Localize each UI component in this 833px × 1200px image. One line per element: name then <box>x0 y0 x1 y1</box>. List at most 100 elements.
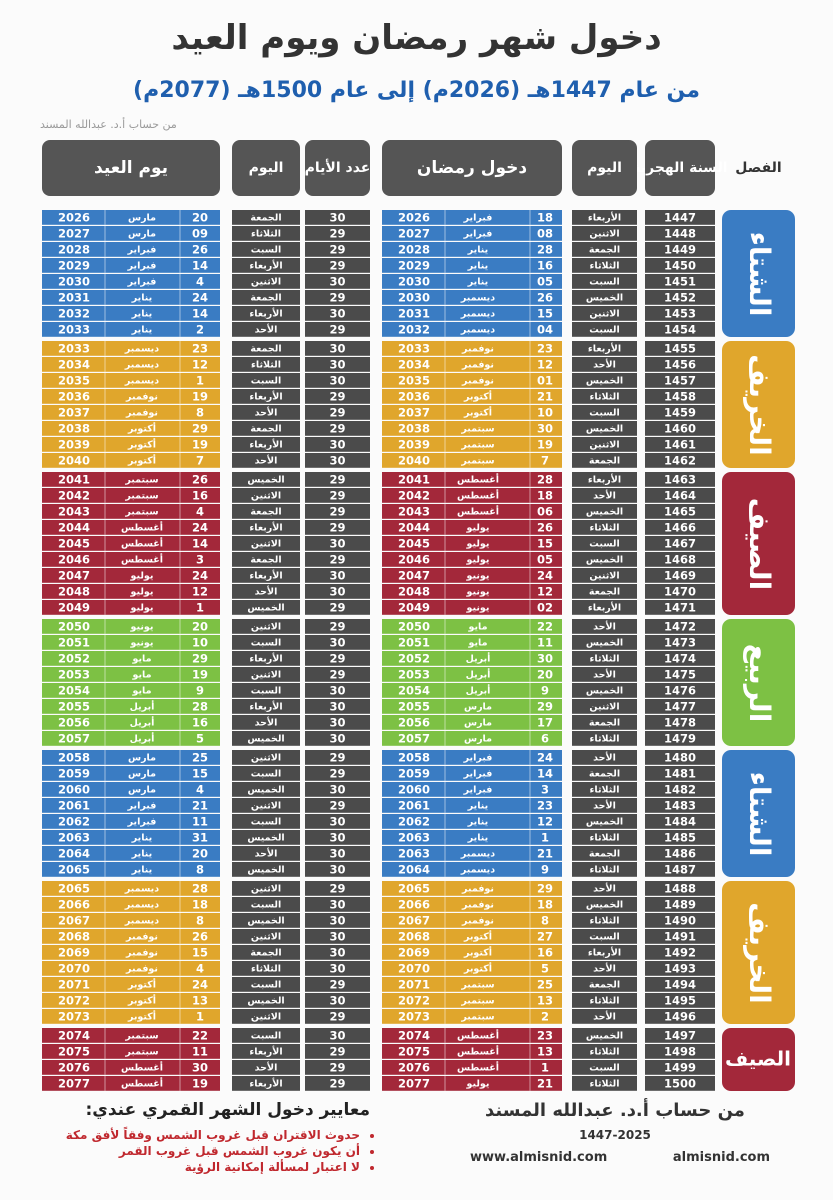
cell-text: 2 <box>541 1010 549 1024</box>
cell <box>305 242 370 257</box>
ramadan-cell <box>382 830 562 845</box>
cell-text: 4 <box>196 783 204 797</box>
cell-text: 24 <box>192 521 208 535</box>
cell-text: 2052 <box>398 652 430 666</box>
cell-text: 2056 <box>58 716 90 730</box>
cell <box>572 536 637 551</box>
cell-text: 1464 <box>664 489 696 503</box>
cell-text: سبتمبر <box>124 491 158 502</box>
cell <box>572 1076 637 1091</box>
cell-text: يوليو <box>130 587 154 598</box>
website[interactable]: www.almisnid.com <box>470 1150 608 1165</box>
table-row: 1498 الثلاثاء 13 أغسطس 2075 29 الأربعاء 11 سبتمب… <box>42 1044 715 1059</box>
cell-text: 30 <box>329 684 345 698</box>
cell-text: 2035 <box>58 374 90 388</box>
cell <box>232 226 300 241</box>
table-row: 1492 الأربعاء 16 أكتوبر 2069 30 الجمعة 15 نوفمبر… <box>42 945 715 960</box>
cell-text: 16 <box>537 259 553 273</box>
cell-text: 2046 <box>398 553 430 567</box>
cell-text: 1495 <box>664 994 696 1008</box>
table-row: 1448 الاثنين 08 فبراير 2027 29 الثلاثاء 09 مارس 2… <box>42 226 715 241</box>
season-label: الصيف <box>743 498 776 590</box>
cell-text: 01 <box>537 374 553 388</box>
eid-cell <box>42 1076 220 1091</box>
table-row: 1488 الأحد 29 نوفمبر 2065 29 الاثنين 28 ديسمبر 20… <box>42 881 715 896</box>
eid-cell <box>42 814 220 829</box>
cell <box>305 306 370 321</box>
table-row: 1467 السبت 15 يوليو 2045 30 الاثنين 14 أغسطس 2045 <box>42 536 715 551</box>
cell-text: 30 <box>329 994 345 1008</box>
cell-text: 2069 <box>398 946 430 960</box>
cell-text: 2061 <box>58 799 90 813</box>
cell-text: 30 <box>329 847 345 861</box>
cell-text: الأحد <box>255 586 278 598</box>
cell <box>645 520 715 535</box>
table-row: 1462 الجمعة 7 سبتمبر 2040 30 الأحد 7 أكتوبر 2040 <box>42 453 715 468</box>
cell <box>645 977 715 992</box>
cell-text: الأحد <box>593 963 616 975</box>
cell <box>572 504 637 519</box>
cell-text: مايو <box>132 654 152 665</box>
cell-text: نوفمبر <box>461 344 494 355</box>
eid-cell <box>42 357 220 372</box>
eid-cell <box>42 600 220 615</box>
season-label: الشتاء <box>743 232 776 317</box>
cell-text: يناير <box>131 865 153 876</box>
cell-text: مارس <box>128 229 156 240</box>
cell-text: 1479 <box>664 732 696 746</box>
cell-text: 8 <box>196 406 204 420</box>
cell-text: 1496 <box>664 1010 696 1024</box>
cell-text: 2044 <box>398 521 430 535</box>
cell <box>232 453 300 468</box>
cell-text: 2073 <box>58 1010 90 1024</box>
cell-text: أكتوبر <box>127 438 156 451</box>
title: دخول شهر رمضان ويوم العيد <box>171 18 662 58</box>
cell-text: فبراير <box>463 785 493 796</box>
cell-text: 2063 <box>398 847 430 861</box>
cell <box>305 274 370 289</box>
cell-text: نوفمبر <box>461 884 494 895</box>
cell-text: 1487 <box>664 863 696 877</box>
cell-text: الأربعاء <box>249 260 282 272</box>
cell <box>232 683 300 698</box>
cell-text: 08 <box>537 227 553 241</box>
ramadan-cell <box>382 683 562 698</box>
eid-cell <box>42 437 220 452</box>
cell-text: 16 <box>537 946 553 960</box>
cell <box>572 782 637 797</box>
cell-text: 1460 <box>664 422 696 436</box>
table-row: 1451 السبت 05 يناير 2030 30 الاثنين 4 فبراير 2030 <box>42 274 715 289</box>
cell <box>232 373 300 388</box>
cell <box>572 322 637 337</box>
cell-text: 1488 <box>664 882 696 896</box>
cell-text: 30 <box>329 1029 345 1043</box>
ramadan-cell <box>382 699 562 714</box>
cell <box>645 862 715 877</box>
cell-text: الخميس <box>586 1031 623 1042</box>
x-handle[interactable]: almisnid.com <box>672 1150 770 1165</box>
cell-text: 22 <box>537 620 553 634</box>
cell-text: 25 <box>192 751 208 765</box>
cell <box>645 1028 715 1043</box>
cell-text: 30 <box>329 374 345 388</box>
cell <box>305 1044 370 1059</box>
cell-text: 29 <box>329 1010 345 1024</box>
cell-text: ديسمبر <box>124 884 159 895</box>
cell-text: مايو <box>468 622 488 633</box>
cell-text: 20 <box>192 620 208 634</box>
cell-text: 2046 <box>58 553 90 567</box>
cell <box>645 258 715 273</box>
cell <box>645 405 715 420</box>
cell <box>232 897 300 912</box>
eid-cell <box>42 1060 220 1075</box>
table-row: 1484 الخميس 12 يناير 2062 30 السبت 11 فبراير 2062 <box>42 814 715 829</box>
table-row: 1454 السبت 04 ديسمبر 2032 29 الأحد 2 يناير 2033 <box>42 322 715 337</box>
cell-text: 29 <box>329 473 345 487</box>
table-row: 1471 الأربعاء 02 يونيو 2049 29 الخميس 1 يوليو 204… <box>42 600 715 615</box>
cell-text: 2036 <box>398 390 430 404</box>
ramadan-cell <box>382 929 562 944</box>
cell-text: الجمعة <box>250 293 281 304</box>
cell-text: نوفمبر <box>125 932 158 943</box>
ramadan-cell <box>382 226 562 241</box>
cell-text: 19 <box>537 438 553 452</box>
